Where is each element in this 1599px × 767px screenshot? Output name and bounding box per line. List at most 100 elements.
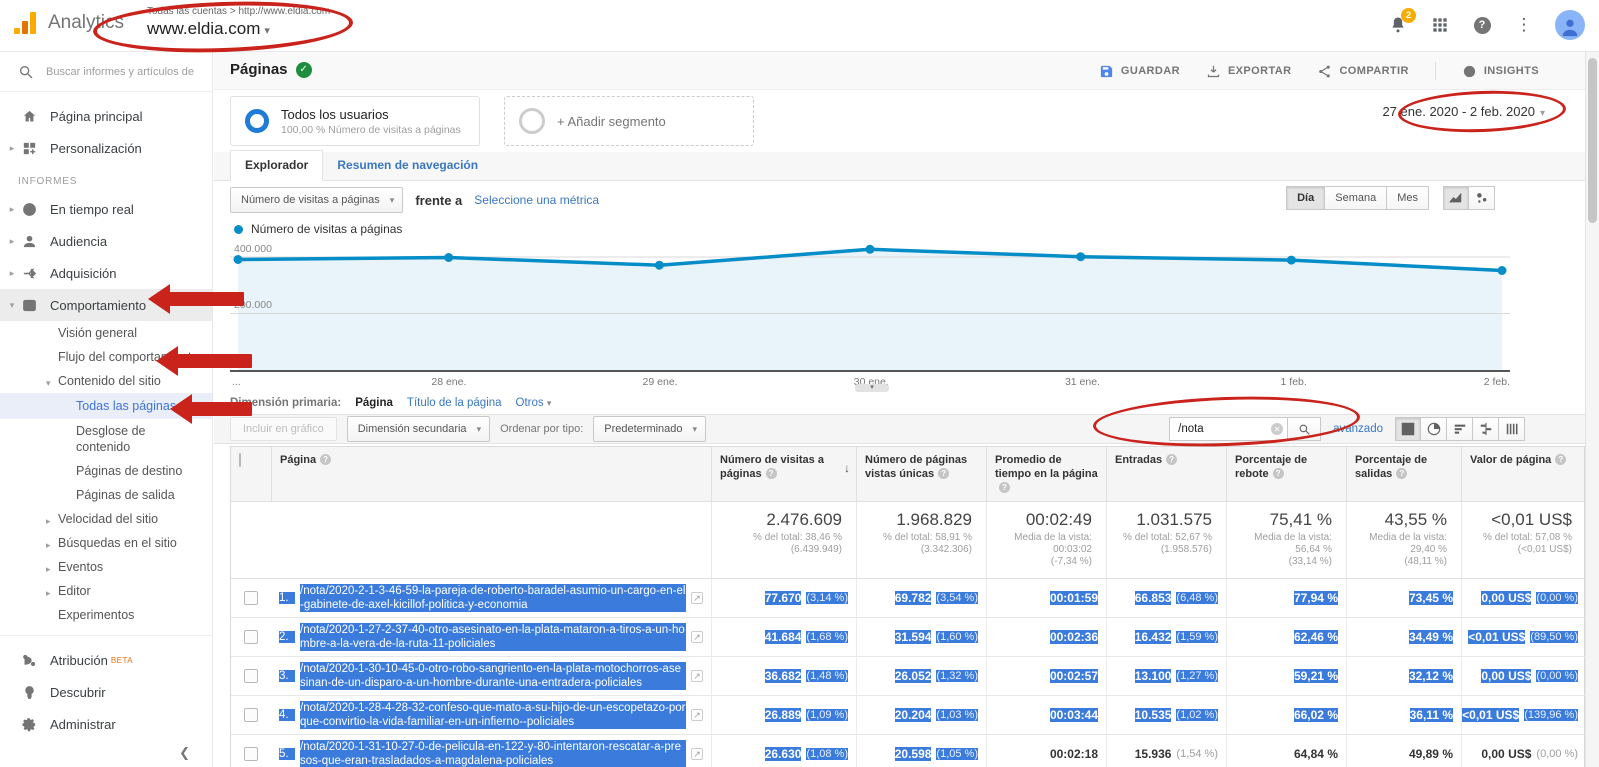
plot-rows-button[interactable]: Incluir en gráfico <box>230 417 337 441</box>
external-link-icon[interactable]: ↗ <box>691 631 703 643</box>
sidebar-item-home[interactable]: Página principal <box>0 100 212 132</box>
col-entries[interactable]: Entradas? <box>1106 447 1226 502</box>
sidebar-item-experiments[interactable]: Experimentos <box>58 608 135 622</box>
search-button[interactable] <box>1287 417 1322 441</box>
vertical-scrollbar[interactable] <box>1585 52 1599 767</box>
advanced-search-link[interactable]: avanzado <box>1333 423 1383 435</box>
external-link-icon[interactable]: ↗ <box>691 592 703 604</box>
segment-all-users[interactable]: Todos los usuarios 100,00 % Número de vi… <box>230 96 480 146</box>
sidebar-item-behavior-flow[interactable]: Flujo del comportamiento <box>58 350 199 364</box>
sidebar-item-site-speed[interactable]: ▸ Velocidad del sitio <box>0 507 212 531</box>
row-checkbox[interactable] <box>244 591 258 605</box>
help-icon[interactable]: ? <box>320 454 332 465</box>
secondary-dimension-dropdown[interactable]: Dimensión secundaria ▾ <box>346 416 491 442</box>
granularity-day-button[interactable]: Día <box>1286 186 1326 210</box>
primary-dimension-label: Dimensión primaria: <box>230 397 342 409</box>
help-icon[interactable]: ? <box>765 468 777 479</box>
sidebar-item-acquisition[interactable]: ▸ Adquisición <box>0 257 212 289</box>
motion-chart-toggle[interactable] <box>1469 186 1495 210</box>
row-checkbox[interactable] <box>244 747 258 761</box>
more-menu-icon[interactable]: ⋮ <box>1515 15 1533 34</box>
sidebar-item-site-content[interactable]: ▾ Contenido del sitio <box>0 369 212 393</box>
metric-dropdown[interactable]: Número de visitas a páginas ▾ <box>230 187 404 213</box>
page-link[interactable]: /nota/2020-1-31-10-27-0-de-pelicula-en-1… <box>300 740 686 767</box>
view-percentage-button[interactable] <box>1421 417 1447 441</box>
apps-grid-icon[interactable] <box>1429 14 1451 36</box>
chart-resize-handle[interactable]: ▾ <box>855 384 889 392</box>
granularity-week-button[interactable]: Semana <box>1325 186 1388 210</box>
dimension-page-title[interactable]: Título de la página <box>406 397 502 409</box>
sidebar-item-admin[interactable]: Administrar <box>0 708 212 740</box>
tab-navigation-summary[interactable]: Resumen de navegación <box>337 158 479 172</box>
share-button[interactable]: COMPARTIR <box>1317 64 1408 79</box>
sidebar-item-discover[interactable]: Descubrir <box>0 676 212 708</box>
sidebar-item-landing-pages[interactable]: Páginas de destino <box>76 464 183 478</box>
external-link-icon[interactable]: ↗ <box>691 670 703 682</box>
sidebar-item-attribution[interactable]: Atribución BETA <box>0 644 212 676</box>
help-icon[interactable]: ? <box>1272 468 1284 479</box>
date-range-selector[interactable]: 27 ene. 2020 - 2 feb. 2020 ▾ <box>1382 104 1545 119</box>
help-icon[interactable]: ? <box>1396 468 1408 479</box>
help-icon[interactable]: ? <box>1555 454 1567 465</box>
sidebar-item-behavior-overview[interactable]: Visión general <box>58 326 137 340</box>
view-performance-button[interactable] <box>1447 417 1473 441</box>
account-selector[interactable]: www.eldia.com ▾ <box>147 19 270 38</box>
save-button[interactable]: GUARDAR <box>1099 64 1180 79</box>
view-table-button[interactable] <box>1395 417 1421 441</box>
sidebar-item-editor[interactable]: ▸ Editor <box>0 579 212 603</box>
clear-search-icon[interactable]: ✕ <box>1271 423 1284 435</box>
sidebar-item-behavior[interactable]: ▾ Comportamiento <box>0 289 212 321</box>
view-pivot-button[interactable] <box>1499 417 1525 441</box>
sidebar-item-all-pages[interactable]: Todas las páginas <box>0 393 212 419</box>
col-exit[interactable]: Porcentaje de salidas? <box>1346 447 1461 502</box>
sidebar-item-audience[interactable]: ▸ Audiencia <box>0 225 212 257</box>
sidebar-item-site-search[interactable]: ▸ Búsquedas en el sitio <box>0 531 212 555</box>
col-unique[interactable]: Número de páginas vistas únicas? <box>856 447 986 502</box>
help-icon[interactable]: ? <box>1166 454 1178 465</box>
view-comparison-button[interactable] <box>1473 417 1499 441</box>
sidebar-item-personalization[interactable]: ▸ Personalización <box>0 132 212 164</box>
help-icon[interactable]: ? <box>1471 14 1493 36</box>
avatar[interactable] <box>1555 10 1585 40</box>
chevron-down-icon: ▾ <box>692 423 698 434</box>
dimension-page[interactable]: Página <box>355 397 393 409</box>
sidebar-item-content-drilldown[interactable]: Desglose de contenido <box>76 424 146 454</box>
col-visits[interactable]: Número de visitas a páginas? ↓ <box>711 447 856 502</box>
page-link[interactable]: /nota/2020-1-30-10-45-0-otro-robo-sangri… <box>300 662 686 690</box>
col-bounce[interactable]: Porcentaje de rebote? <box>1226 447 1346 502</box>
page-link[interactable]: /nota/2020-1-27-2-37-40-otro-asesinato-e… <box>300 623 686 651</box>
col-value[interactable]: Valor de página? <box>1461 447 1586 502</box>
sidebar-item-realtime[interactable]: ▸ En tiempo real <box>0 193 212 225</box>
select-all-checkbox[interactable] <box>239 453 241 467</box>
sidebar-search-input[interactable] <box>46 65 196 78</box>
export-button[interactable]: EXPORTAR <box>1206 64 1292 79</box>
select-metric-link[interactable]: Seleccione una métrica <box>474 193 600 207</box>
external-link-icon[interactable]: ↗ <box>691 748 703 760</box>
sidebar-item-exit-pages[interactable]: Páginas de salida <box>76 488 175 502</box>
sidebar-collapse-button[interactable]: ❮ <box>179 745 190 760</box>
granularity-month-button[interactable]: Mes <box>1387 186 1429 210</box>
sort-type-dropdown[interactable]: Predeterminado ▾ <box>593 416 707 442</box>
row-checkbox[interactable] <box>244 669 258 683</box>
dimension-others[interactable]: Otros ▾ <box>515 397 552 409</box>
line-chart-toggle[interactable] <box>1443 186 1469 210</box>
tab-explorer[interactable]: Explorador <box>230 150 324 181</box>
dimension-row: Dimensión primaria: Página Título de la … <box>230 394 551 412</box>
sidebar-item-events[interactable]: ▸ Eventos <box>0 555 212 579</box>
table-search-input[interactable] <box>1169 417 1288 441</box>
row-checkbox[interactable] <box>244 708 258 722</box>
page-link[interactable]: /nota/2020-2-1-3-46-59-la-pareja-de-robe… <box>300 584 686 612</box>
col-page[interactable]: Página? <box>271 447 711 502</box>
page-link[interactable]: /nota/2020-1-28-4-28-32-confeso-que-mato… <box>300 701 686 729</box>
help-icon[interactable]: ? <box>999 482 1010 493</box>
sidebar-search[interactable] <box>0 52 212 92</box>
scrollbar-thumb[interactable] <box>1588 58 1597 223</box>
insights-button[interactable]: INSIGHTS <box>1462 64 1539 79</box>
external-link-icon[interactable]: ↗ <box>691 709 703 721</box>
col-time[interactable]: Promedio de tiempo en la página? <box>986 447 1106 502</box>
notifications-bell-icon[interactable]: 2 <box>1387 8 1416 36</box>
table-row: 3./nota/2020-1-30-10-45-0-otro-robo-sang… <box>231 657 1586 696</box>
row-checkbox[interactable] <box>244 630 258 644</box>
add-segment-button[interactable]: + Añadir segmento <box>504 96 754 146</box>
help-icon[interactable]: ? <box>938 468 950 479</box>
